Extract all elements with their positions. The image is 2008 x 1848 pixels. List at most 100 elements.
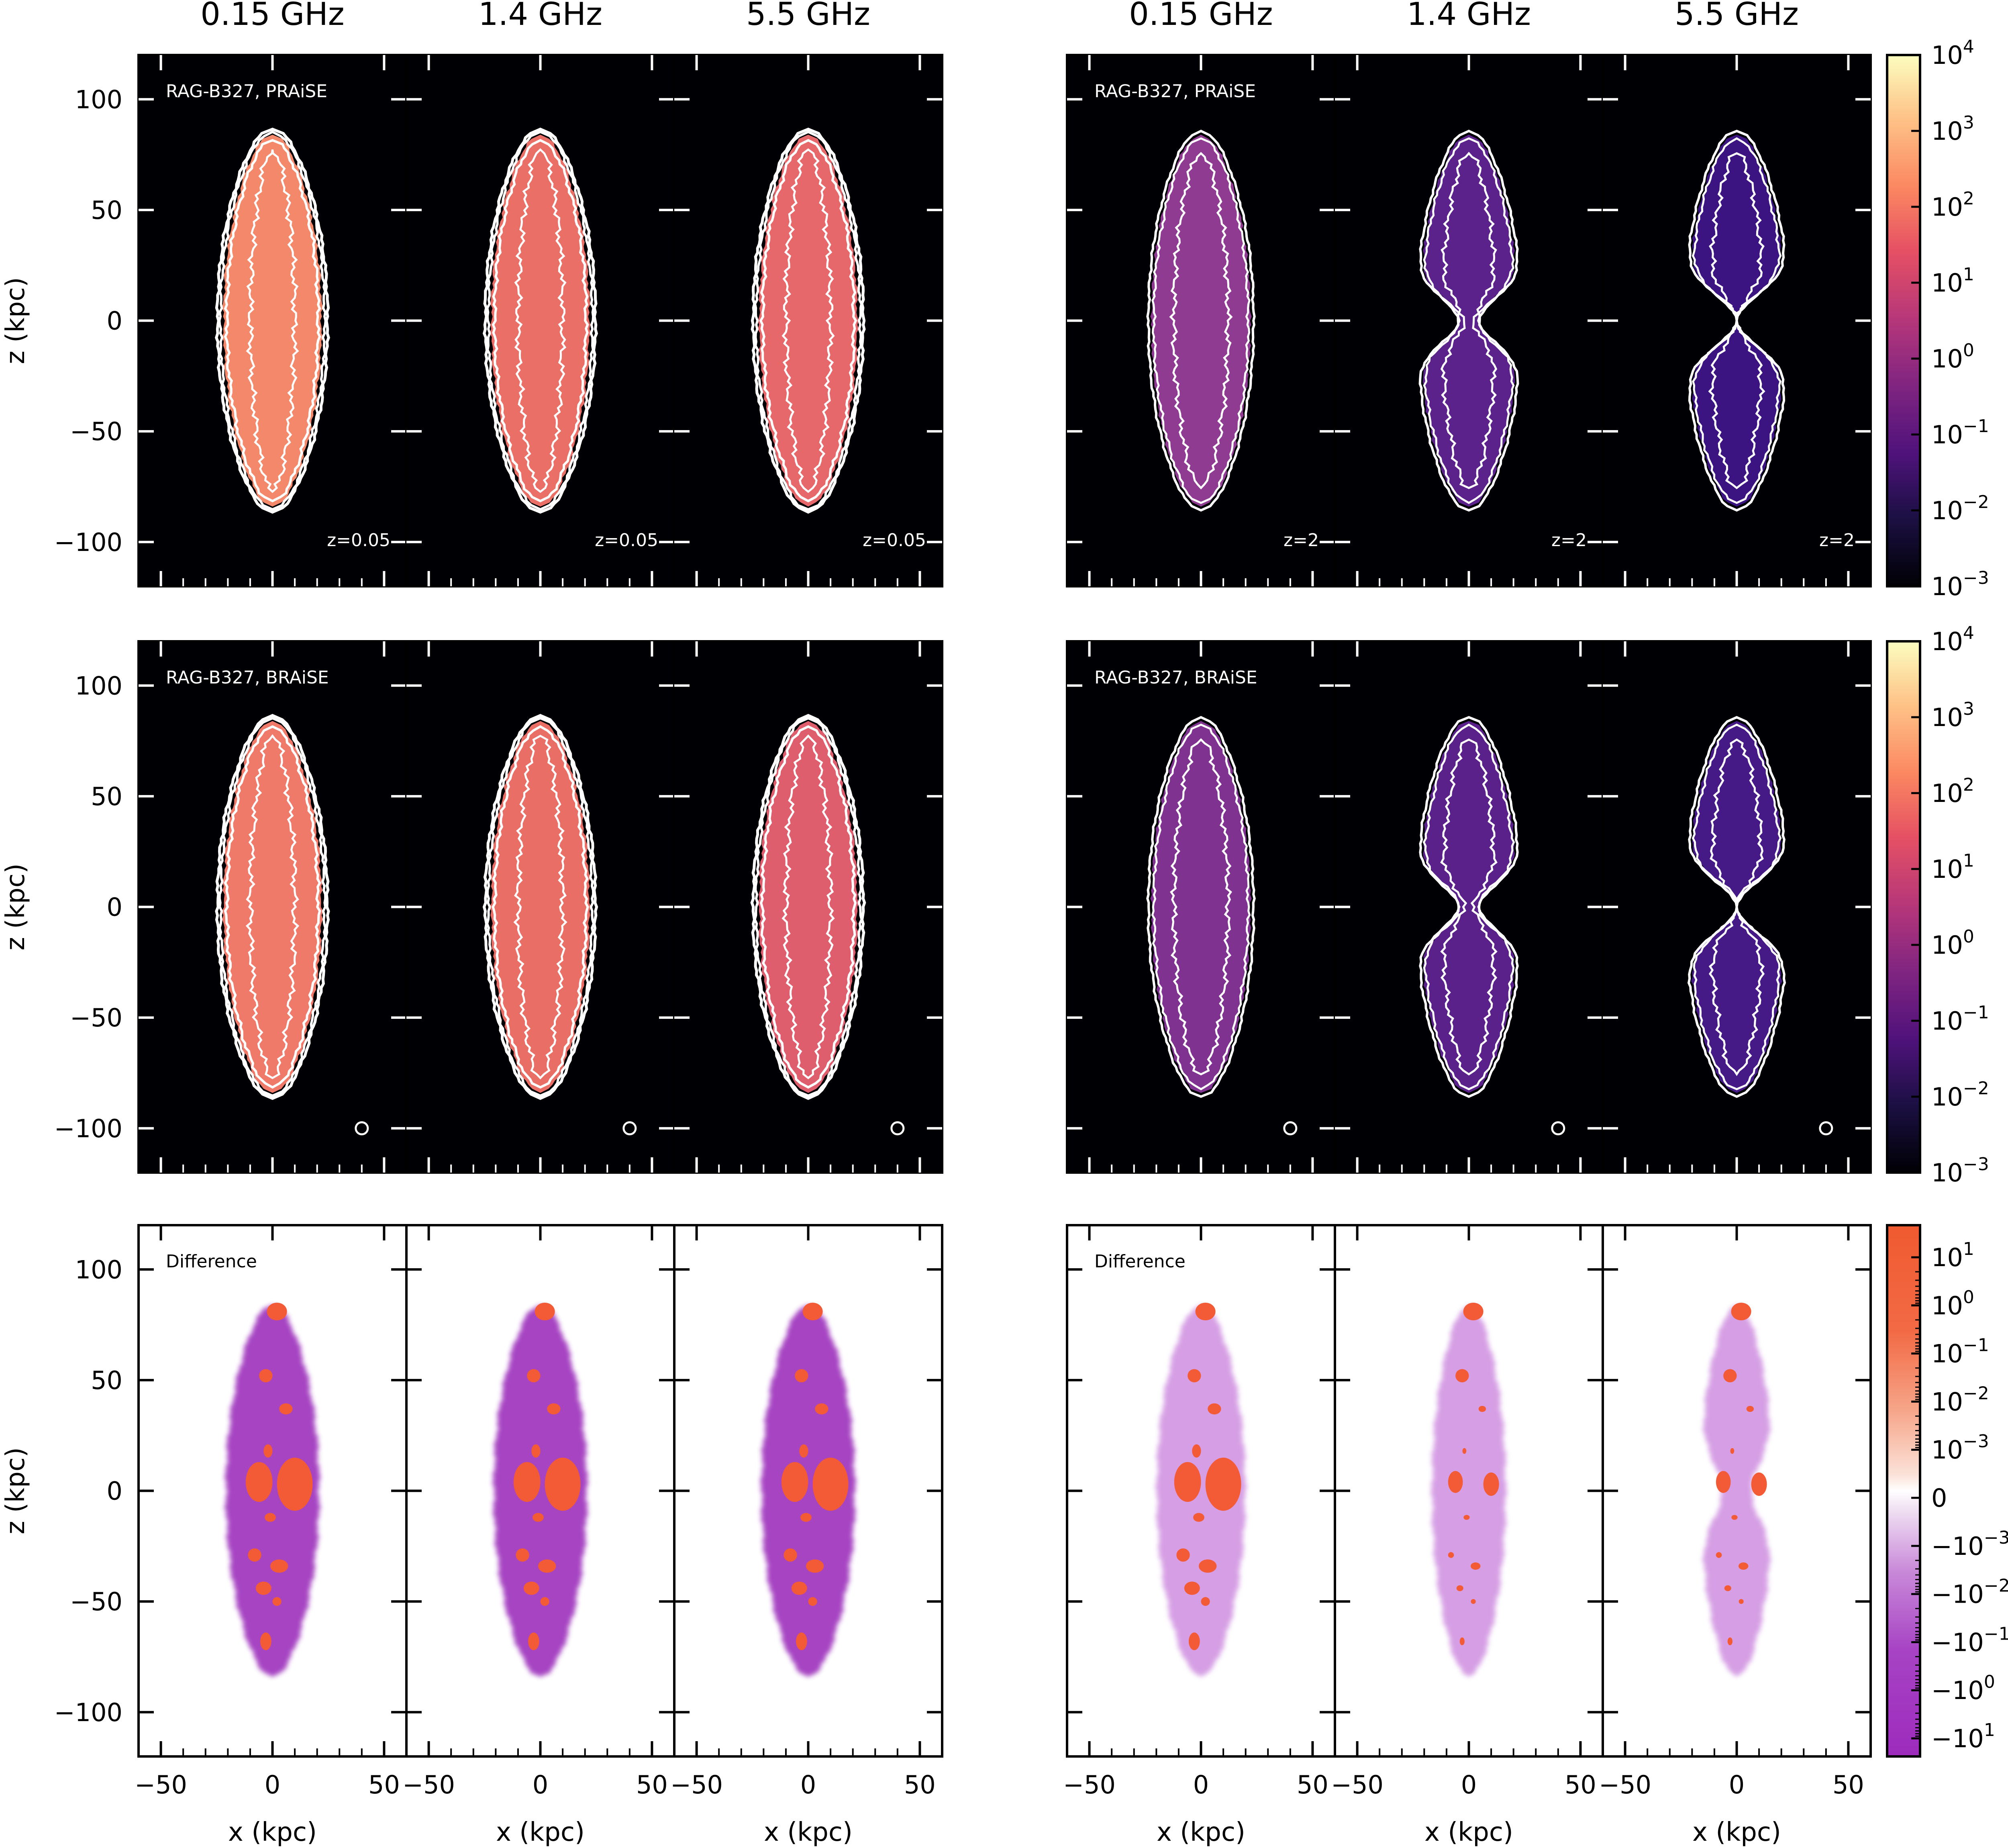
difference-negative-region (1702, 1305, 1771, 1677)
column-title: 0.15 GHz (200, 0, 345, 33)
colorbar-tick-label: 10−2 (1931, 1383, 1989, 1416)
panel-content (674, 641, 942, 1173)
difference-positive-patch (267, 1302, 287, 1321)
contour-line (1423, 137, 1515, 504)
y-tick-label: 50 (91, 196, 122, 225)
contour-line (1708, 738, 1765, 1076)
difference-positive-patch (1471, 1599, 1476, 1604)
y-tick-label: −100 (54, 528, 122, 557)
difference-positive-patch (1195, 1302, 1216, 1321)
difference-positive-patch (1174, 1462, 1201, 1502)
colorbar-tick-label: −10−2 (1931, 1576, 2008, 1609)
colorbar-tick-label: −101 (1931, 1720, 1995, 1753)
contour-line (1692, 137, 1782, 504)
contour-line (1440, 152, 1498, 489)
redshift-label: z=2 (1819, 530, 1855, 551)
x-tick-label: 50 (636, 1770, 668, 1799)
x-tick-label: 0 (265, 1770, 280, 1799)
difference-positive-patch (1208, 1403, 1221, 1415)
difference-positive-patch (1730, 1448, 1735, 1454)
panel-content (674, 55, 942, 586)
x-tick-label: 50 (1833, 1770, 1864, 1799)
difference-positive-patch (1193, 1513, 1204, 1522)
difference-positive-patch (799, 1444, 808, 1458)
colorbar-tick-label: 103 (1931, 112, 1974, 146)
difference-positive-patch (270, 1559, 288, 1573)
panel-label: Difference (166, 1251, 257, 1272)
contour-line (514, 148, 567, 493)
colorbar-tick-label: 100 (1931, 926, 1974, 960)
colorbar-surface-1: 10−3 10−2 10−1 100 101 102 103 104 Surface Brigh… (1886, 37, 2008, 601)
panel-r3-c4: Difference (1066, 1224, 1336, 1758)
difference-positive-patch (277, 1457, 313, 1511)
colorbar-tick-label: 10−1 (1931, 1335, 1989, 1369)
contour-line (224, 725, 321, 1089)
difference-positive-patch (245, 1462, 273, 1502)
contour-line (482, 127, 598, 514)
difference-positive-patch (1483, 1472, 1499, 1496)
y-tick-label: 50 (91, 782, 122, 811)
panel-label: RAG-B327, BRAiSE (166, 667, 329, 688)
colorbar-label: Surface Brightness (mJy/beam) (2005, 120, 2008, 521)
panel-content (139, 1225, 406, 1756)
contour-line (218, 131, 327, 511)
x-tick-label: −50 (135, 1770, 187, 1799)
difference-positive-patch (1188, 1369, 1201, 1383)
difference-positive-patch (784, 1548, 797, 1562)
contour-line (1146, 129, 1256, 512)
difference-positive-patch (802, 1302, 823, 1321)
panel-r2-c6 (1602, 640, 1872, 1174)
redshift-label: z=2 (1284, 530, 1319, 551)
x-axis-label: x (kpc) (1157, 1817, 1245, 1847)
y-axis-label: z (kpc) (1, 863, 31, 951)
y-tick-label: 0 (107, 1477, 122, 1506)
x-tick-label: 0 (1193, 1770, 1209, 1799)
difference-positive-patch (527, 1369, 541, 1383)
x-tick-label: 50 (1297, 1770, 1328, 1799)
contour-line (1708, 152, 1765, 490)
contour-line (753, 131, 863, 511)
contour-line (215, 127, 330, 514)
panel-content (406, 55, 674, 586)
contour-line (1151, 723, 1251, 1091)
panel-r1-c1: RAG-B327, PRAiSE z=0.05 (137, 54, 408, 587)
colorbar-tick-label: 102 (1931, 775, 1974, 808)
difference-negative-region (1155, 1305, 1247, 1677)
contour-line (1688, 129, 1786, 512)
contour-line (245, 734, 300, 1079)
panel-r2-c1: RAG-B327, BRAiSE (137, 640, 408, 1174)
source-emission (490, 135, 591, 507)
x-axis-label: x (kpc) (496, 1817, 585, 1847)
difference-positive-patch (815, 1403, 829, 1415)
contour-line (782, 734, 835, 1079)
x-tick-label: −50 (402, 1770, 455, 1799)
difference-positive-patch (1731, 1515, 1738, 1520)
contour-line (782, 148, 835, 493)
beam-marker (355, 1121, 369, 1136)
difference-positive-patch (1751, 1472, 1767, 1496)
contour-line (486, 131, 595, 511)
difference-positive-patch (540, 1597, 549, 1606)
y-tick-label: −100 (54, 1114, 122, 1143)
colorbar-tick-label: 100 (1931, 1287, 1974, 1320)
x-tick-label: −50 (1599, 1770, 1651, 1799)
y-tick-label: 0 (107, 893, 122, 922)
difference-positive-patch (1448, 1552, 1454, 1558)
x-tick-label: −50 (1063, 1770, 1116, 1799)
contour-line (759, 139, 857, 503)
column-title: 0.15 GHz (1129, 0, 1273, 33)
y-tick-label: 100 (75, 1255, 122, 1284)
colorbar-label: Surface Brightness (mJy/beam) (2005, 707, 2008, 1108)
colorbar-layer: 10−3 10−2 10−1 100 101 102 103 104 Surface Brigh… (1886, 37, 2008, 1758)
difference-positive-patch (808, 1597, 817, 1606)
contour-line (486, 717, 595, 1097)
difference-positive-patch (533, 1513, 544, 1522)
difference-positive-patch (781, 1462, 808, 1502)
difference-positive-patch (547, 1403, 561, 1415)
panel-r1-c6: z=2 (1602, 54, 1872, 587)
redshift-label: z=0.05 (327, 530, 390, 551)
x-tick-label: −50 (670, 1770, 723, 1799)
x-tick-label: 50 (904, 1770, 936, 1799)
difference-positive-patch (279, 1403, 293, 1415)
contour-line (1169, 152, 1233, 490)
